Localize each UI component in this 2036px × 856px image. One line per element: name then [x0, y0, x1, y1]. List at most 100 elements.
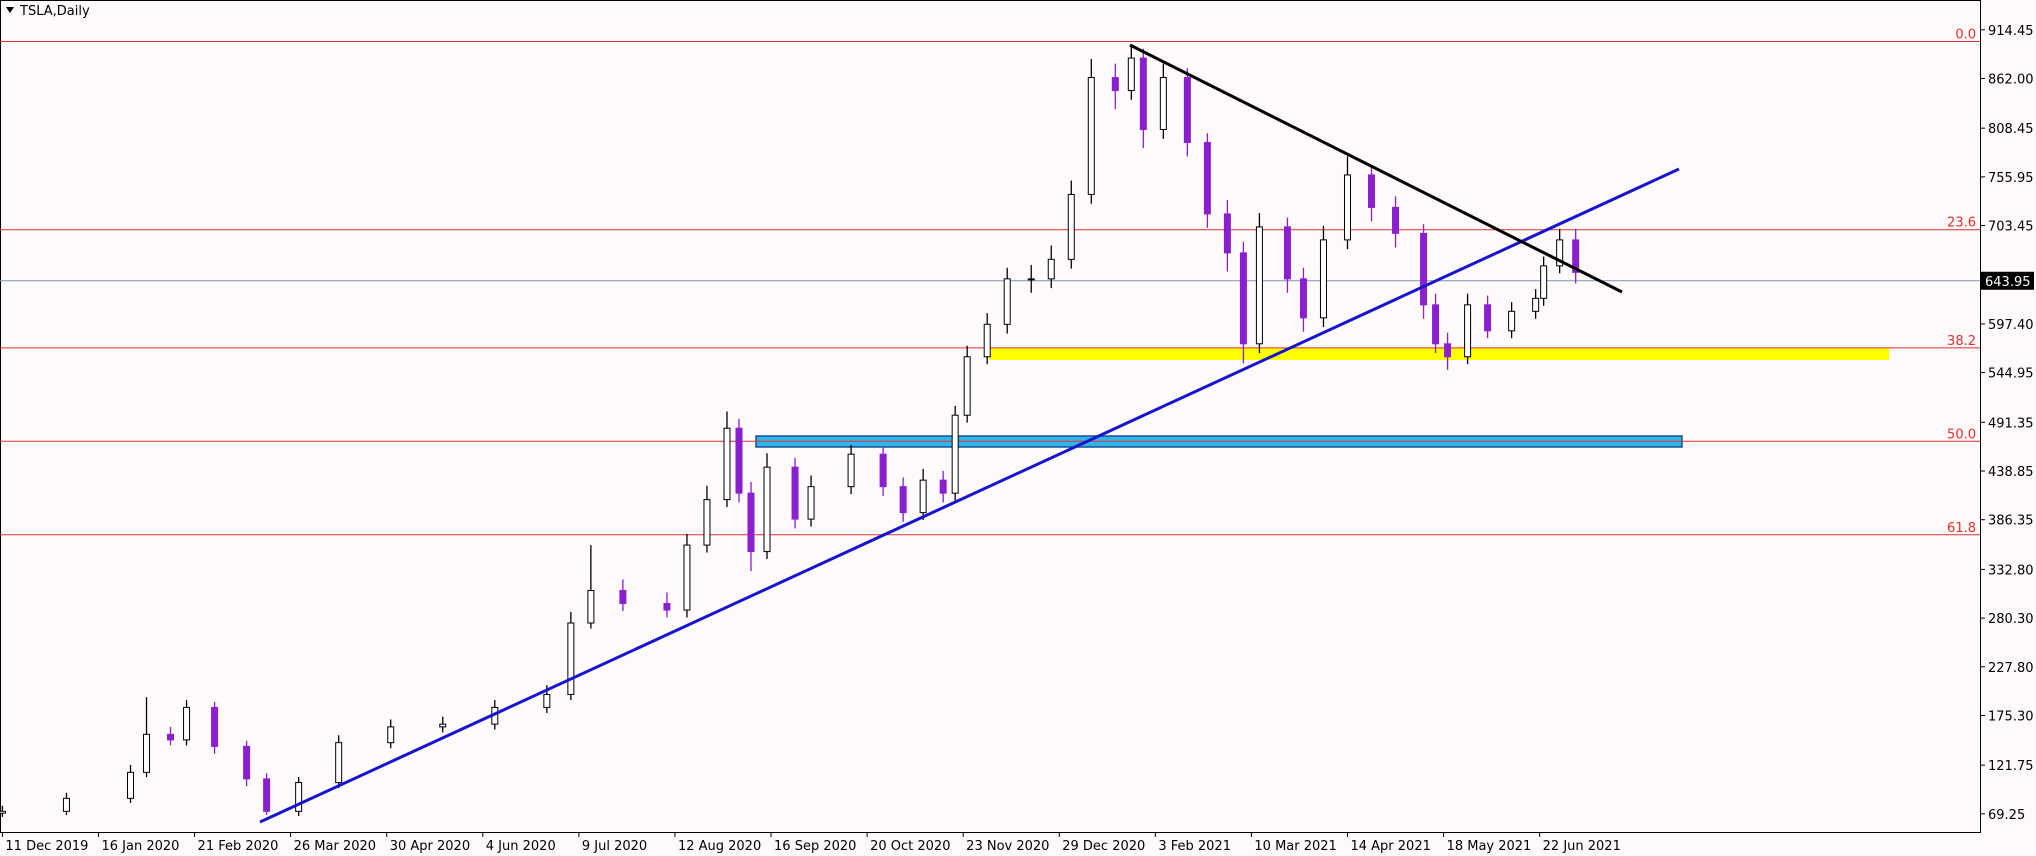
- x-tick-label: 21 Feb 2020: [198, 839, 279, 854]
- y-tick-label: 438.85: [1988, 465, 2034, 480]
- menu-arrow[interactable]: [6, 7, 14, 13]
- y-tick-label: 491.35: [1988, 416, 2034, 431]
- candle-body: [919, 479, 927, 514]
- candle-body: [963, 356, 971, 416]
- y-tick-label: 914.45: [1988, 24, 2034, 39]
- candle-body: [263, 778, 271, 812]
- candle-body: [619, 590, 627, 605]
- x-tick-label: 18 May 2021: [1447, 839, 1532, 854]
- x-tick-label: 9 Jul 2020: [582, 839, 647, 854]
- trend-line: [259, 167, 1680, 824]
- candle-body: [1183, 77, 1191, 143]
- candle-body: [1572, 239, 1580, 273]
- candle-body: [1444, 343, 1452, 358]
- plot-frame: [0, 0, 1981, 833]
- candle-body: [1392, 206, 1400, 234]
- candle-body: [295, 782, 303, 812]
- candle-body: [439, 723, 447, 728]
- fib-label: 38.2: [1947, 334, 1976, 349]
- candle-body: [791, 466, 799, 520]
- x-tick-label: 16 Jan 2020: [101, 839, 179, 854]
- candle-body: [1139, 57, 1147, 131]
- x-tick-label: 3 Feb 2021: [1158, 839, 1231, 854]
- y-tick-label: 175.30: [1988, 709, 2034, 724]
- y-tick-label: 703.45: [1988, 220, 2034, 235]
- x-tick-label: 12 Aug 2020: [678, 839, 761, 854]
- candle-body: [543, 693, 551, 708]
- x-tick-label: 16 Sep 2020: [774, 839, 856, 854]
- trend-line: [1129, 43, 1623, 294]
- candle-body: [1223, 213, 1231, 254]
- candle-body: [1003, 278, 1011, 325]
- candle-body: [1420, 232, 1428, 306]
- candle-body: [211, 706, 219, 747]
- candle-body: [1508, 310, 1516, 332]
- candle-body: [1556, 239, 1564, 267]
- y-tick-label: 386.35: [1988, 514, 2034, 529]
- candle-body: [1532, 297, 1540, 312]
- fib-label: 23.6: [1947, 216, 1976, 231]
- candle-body: [587, 590, 595, 624]
- candle-body: [1159, 77, 1167, 131]
- candle-body: [1067, 193, 1075, 260]
- candle-body: [983, 323, 991, 358]
- candle-body: [1027, 278, 1035, 281]
- fib-label: 0.0: [1955, 27, 1976, 42]
- candle-body: [847, 453, 855, 488]
- candle-body: [127, 771, 135, 799]
- x-tick-label: 14 Apr 2021: [1350, 839, 1430, 854]
- candle-body: [1540, 265, 1548, 299]
- candle-body: [1319, 239, 1327, 319]
- y-tick-label: 69.25: [1988, 808, 2025, 823]
- candle-body: [951, 414, 959, 494]
- candle-body: [243, 745, 251, 780]
- candle-body: [747, 492, 755, 553]
- candle-body: [683, 544, 691, 611]
- y-tick-label: 597.40: [1988, 318, 2034, 333]
- x-tick-label: 20 Oct 2020: [870, 839, 950, 854]
- x-tick-label: 23 Nov 2020: [966, 839, 1049, 854]
- candle-body: [1464, 304, 1472, 358]
- candle-body: [723, 427, 731, 501]
- candle-body: [703, 499, 711, 546]
- candle-body: [62, 797, 70, 812]
- candle-body: [1432, 304, 1440, 345]
- candle-body: [1239, 252, 1247, 345]
- x-tick-label: 26 Mar 2020: [294, 839, 376, 854]
- candle-body: [167, 733, 175, 741]
- candle-body: [663, 603, 671, 611]
- candle-body: [387, 726, 395, 744]
- candle-body: [1368, 174, 1376, 208]
- y-tick-label: 862.00: [1988, 72, 2034, 87]
- x-tick-label: 29 Dec 2020: [1062, 839, 1145, 854]
- support-zone: [989, 348, 1889, 360]
- candle-body: [1203, 141, 1211, 215]
- candle-body: [939, 479, 947, 494]
- candle-body: [807, 486, 815, 520]
- price-layer: [0, 40, 1980, 817]
- candle-body: [1087, 77, 1095, 195]
- candle-body: [143, 733, 151, 773]
- y-tick-label: 227.80: [1988, 661, 2034, 676]
- candle-body: [1484, 304, 1492, 332]
- candle-body: [899, 486, 907, 514]
- x-tick-label: 30 Apr 2020: [390, 839, 470, 854]
- candle-body: [735, 427, 743, 494]
- candle-body: [1255, 226, 1263, 345]
- y-tick-label: 808.45: [1988, 122, 2034, 137]
- y-tick-label: 544.95: [1988, 367, 2034, 382]
- candle-body: [1047, 258, 1055, 280]
- candle-body: [183, 706, 191, 741]
- candle-body: [567, 622, 575, 695]
- candle-body: [1343, 174, 1351, 241]
- x-tick-label: 22 Jun 2021: [1543, 839, 1621, 854]
- candle-body: [1283, 226, 1291, 280]
- candle-body: [1111, 77, 1119, 92]
- last-price-label: 643.95: [1985, 275, 2031, 290]
- fib-label: 50.0: [1947, 427, 1976, 442]
- candle-body: [0, 810, 6, 814]
- candle-body: [1299, 278, 1307, 319]
- y-tick-label: 121.75: [1988, 759, 2034, 774]
